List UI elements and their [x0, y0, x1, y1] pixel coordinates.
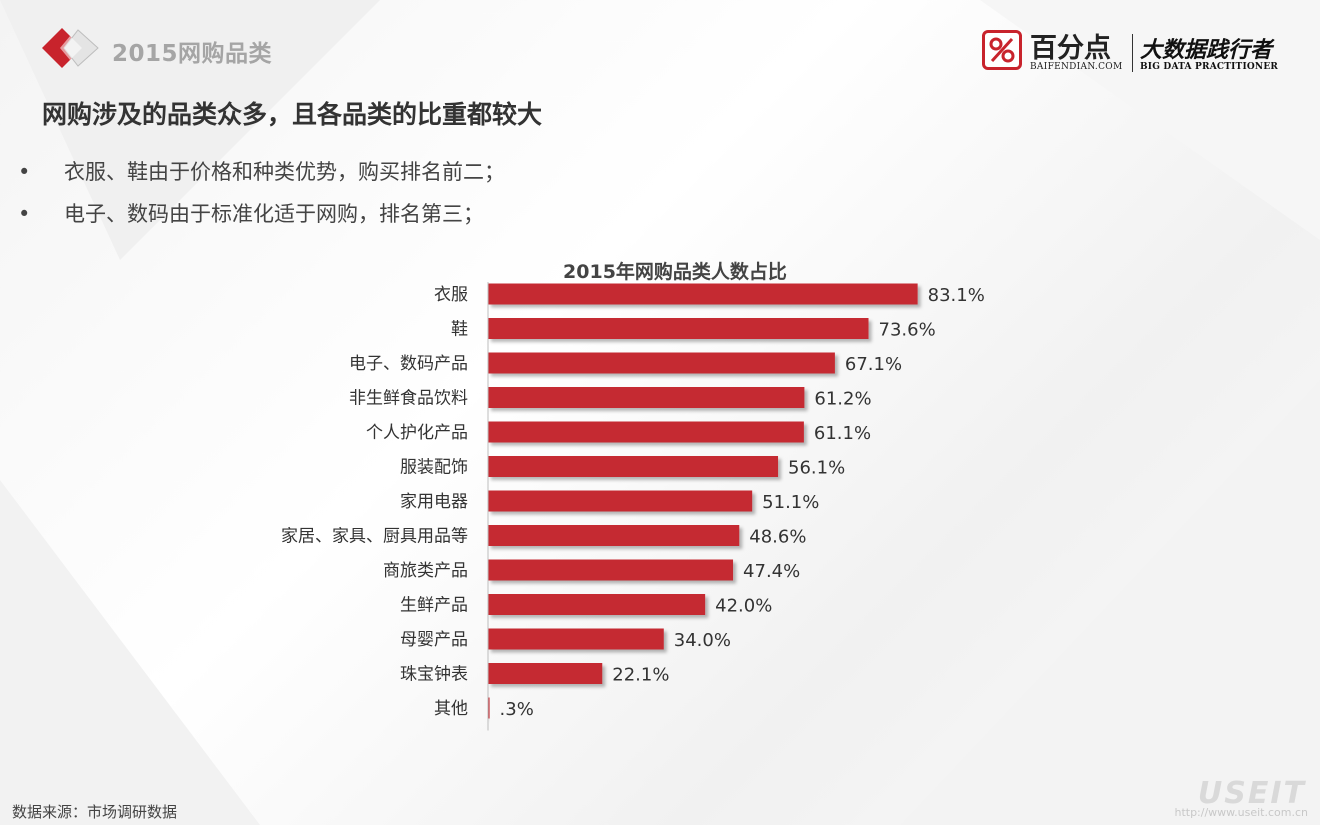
value-label: 56.1% — [788, 458, 845, 479]
category-label: 个人护化产品 — [366, 423, 468, 443]
category-label: 其他 — [434, 699, 468, 719]
percent-icon — [982, 30, 1022, 70]
category-label: 鞋 — [451, 320, 468, 340]
bullet-text: 衣服、鞋由于价格和种类优势，购买排名前二； — [64, 160, 505, 184]
value-label: 67.1% — [845, 354, 902, 375]
bar — [488, 525, 740, 546]
value-label: 73.6% — [879, 320, 936, 341]
bar — [488, 594, 706, 615]
bar — [488, 559, 734, 581]
category-label: 家用电器 — [400, 492, 468, 512]
bar — [488, 283, 918, 305]
bar — [488, 663, 603, 684]
chart-title: 2015年网购品类人数占比 — [563, 261, 787, 283]
watermark-url: http://www.useit.com.cn — [1174, 806, 1308, 819]
bar — [488, 490, 753, 512]
brand-logo: 百分点 BAIFENDIAN.COM 大数据践行者 BIG DATA PRACT… — [982, 28, 1282, 78]
bar — [488, 352, 835, 374]
value-label: 83.1% — [928, 285, 985, 306]
category-label: 珠宝钟表 — [400, 665, 468, 685]
bar-chart: 衣服 83.1% 鞋 73.6% 电子、数码产品 67.1% 非生鲜食品饮料 61.2% 个人护… — [281, 282, 985, 731]
bullet-list: • 衣服、鞋由于价格和种类优势，购买排名前二； • 电子、数码由于标准化适于网购… — [14, 155, 505, 239]
bar — [488, 318, 869, 339]
bar — [488, 628, 664, 650]
bullet-item: • 电子、数码由于标准化适于网购，排名第三； — [14, 197, 505, 239]
bullet-text: 电子、数码由于标准化适于网购，排名第三； — [64, 202, 484, 226]
value-label: .3% — [500, 699, 534, 720]
section-title: 2015网购品类 — [112, 41, 273, 67]
watermark: USEIT — [1197, 776, 1306, 811]
value-label: 51.1% — [762, 492, 819, 513]
brand-slogan: 大数据践行者 — [1140, 37, 1273, 63]
category-label: 母婴产品 — [400, 630, 468, 650]
brand-slogan-en: BIG DATA PRACTITIONER — [1140, 62, 1279, 72]
bar — [488, 697, 490, 719]
category-label: 服装配饰 — [400, 458, 468, 478]
bar — [488, 421, 804, 443]
value-label: 47.4% — [743, 561, 800, 582]
value-label: 42.0% — [715, 596, 772, 617]
value-label: 48.6% — [749, 527, 806, 548]
bar — [488, 387, 805, 408]
category-label: 非生鲜食品饮料 — [349, 389, 468, 409]
category-label: 电子、数码产品 — [349, 354, 468, 374]
bar — [488, 456, 779, 477]
data-source: 数据来源：市场调研数据 — [12, 803, 178, 821]
value-label: 61.2% — [814, 389, 871, 410]
bullet-marker: • — [18, 160, 31, 184]
bullet-item: • 衣服、鞋由于价格和种类优势，购买排名前二； — [14, 155, 505, 197]
value-label: 61.1% — [814, 423, 871, 444]
category-label: 衣服 — [434, 285, 468, 305]
brand-divider — [1132, 34, 1133, 72]
bullet-marker: • — [18, 202, 31, 226]
value-label: 34.0% — [674, 630, 731, 651]
brand-domain: BAIFENDIAN.COM — [1030, 62, 1123, 72]
category-label: 家居、家具、厨具用品等 — [281, 527, 468, 547]
category-label: 生鲜产品 — [400, 596, 468, 616]
headline: 网购涉及的品类众多，且各品类的比重都较大 — [42, 100, 543, 129]
value-label: 22.1% — [612, 665, 669, 686]
category-label: 商旅类产品 — [383, 561, 468, 581]
diamond-logo-icon — [42, 28, 99, 68]
brand-name: 百分点 — [1030, 33, 1111, 64]
